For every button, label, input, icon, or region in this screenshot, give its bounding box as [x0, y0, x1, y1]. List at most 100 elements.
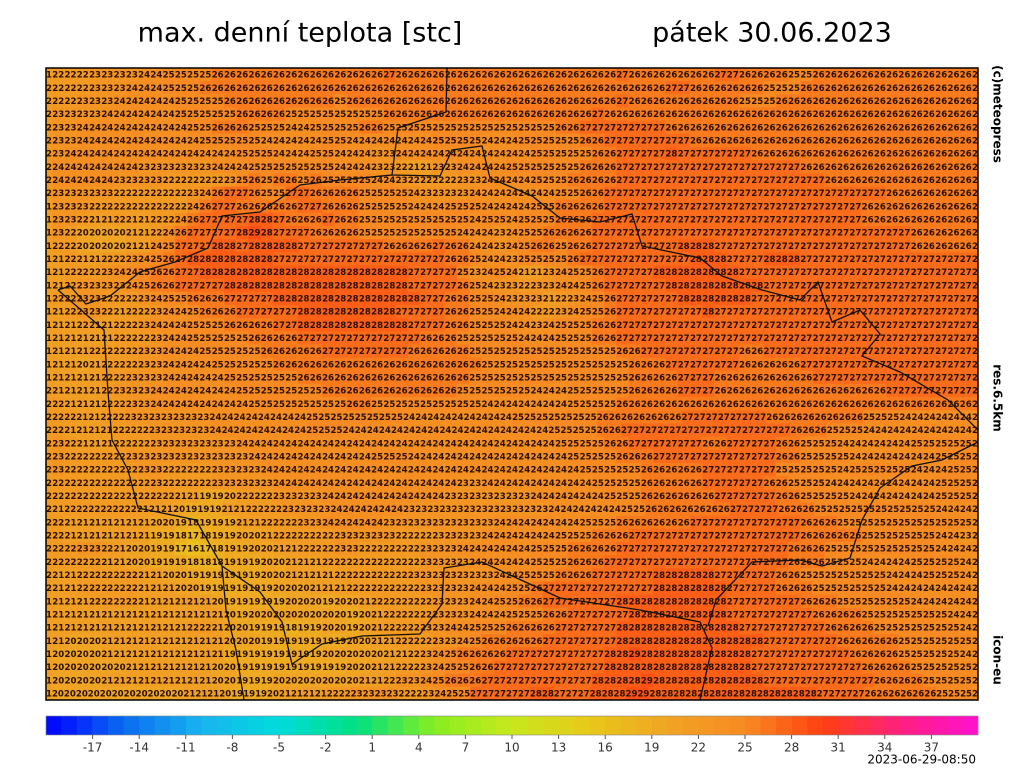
- cell-value: 25: [874, 466, 886, 476]
- cell-value: 25: [543, 255, 555, 265]
- cell-value: 26: [653, 97, 665, 107]
- cell-value: 27: [665, 84, 677, 94]
- cell-value: 24: [445, 479, 457, 489]
- cell-value: 26: [874, 202, 886, 212]
- cell-value: 26: [518, 84, 530, 94]
- cell-value: 22: [261, 492, 273, 502]
- cell-value: 23: [89, 308, 101, 318]
- cell-value: 25: [494, 360, 506, 370]
- cell-value: 27: [813, 321, 825, 331]
- cell-value: 28: [334, 294, 346, 304]
- cell-value: 26: [555, 202, 567, 212]
- cell-value: 26: [862, 84, 874, 94]
- cell-value: 26: [150, 281, 162, 291]
- cell-value: 24: [518, 176, 530, 186]
- cell-value: 26: [751, 84, 763, 94]
- cell-value: 27: [383, 347, 395, 357]
- cell-value: 23: [89, 281, 101, 291]
- heat-cell: [653, 81, 666, 95]
- heat-cell: [407, 68, 421, 82]
- cell-value: 26: [923, 97, 935, 107]
- cell-value: 24: [101, 176, 113, 186]
- cell-value: 27: [629, 321, 641, 331]
- cell-value: 25: [212, 97, 224, 107]
- cell-value: 26: [432, 387, 444, 397]
- cell-value: 23: [150, 360, 162, 370]
- cell-value: 26: [432, 97, 444, 107]
- cell-value: 26: [849, 110, 861, 120]
- cell-value: 26: [543, 242, 555, 252]
- cell-value: 26: [555, 229, 567, 239]
- cell-value: 23: [89, 110, 101, 120]
- cell-value: 24: [150, 387, 162, 397]
- cell-value: 26: [199, 84, 211, 94]
- cell-value: 24: [150, 294, 162, 304]
- cell-value: 24: [506, 176, 518, 186]
- cell-value: 25: [224, 347, 236, 357]
- cell-value: 22: [175, 189, 187, 199]
- cell-value: 24: [862, 439, 874, 449]
- cell-value: 22: [163, 466, 175, 476]
- cell-value: 26: [347, 189, 359, 199]
- cell-value: 26: [359, 97, 371, 107]
- cell-value: 24: [310, 479, 322, 489]
- cell-value: 27: [714, 347, 726, 357]
- cell-value: 24: [408, 479, 420, 489]
- cell-value: 24: [199, 150, 211, 160]
- cell-value: 27: [751, 294, 763, 304]
- cell-value: 26: [334, 202, 346, 212]
- cell-value: 26: [739, 400, 751, 410]
- cell-value: 26: [898, 110, 910, 120]
- cell-value: 24: [334, 492, 346, 502]
- cell-value: 20: [89, 242, 101, 252]
- cell-value: 26: [690, 400, 702, 410]
- heat-cell: [236, 81, 249, 95]
- cell-value: 28: [261, 268, 273, 278]
- cell-value: 26: [580, 97, 592, 107]
- cell-value: 26: [621, 413, 633, 423]
- cell-value: 24: [936, 426, 948, 436]
- cell-value: 27: [653, 308, 665, 318]
- cell-value: 24: [89, 136, 101, 146]
- cell-value: 26: [825, 110, 837, 120]
- heat-cell: [861, 81, 875, 95]
- cell-value: 27: [396, 334, 408, 344]
- cell-value: 24: [199, 189, 211, 199]
- cell-value: 20: [101, 242, 113, 252]
- cell-value: 26: [616, 347, 628, 357]
- cell-value: 24: [464, 426, 476, 436]
- cell-value: 28: [678, 294, 690, 304]
- cell-value: 27: [788, 229, 800, 239]
- cell-value: 25: [469, 202, 481, 212]
- cell-value: 26: [690, 123, 702, 133]
- cell-value: 25: [580, 321, 592, 331]
- cell-value: 26: [457, 360, 469, 370]
- cell-value: 23: [457, 479, 469, 489]
- cell-value: 26: [531, 242, 543, 252]
- cell-value: 26: [837, 176, 849, 186]
- cell-value: 27: [629, 308, 641, 318]
- cell-value: 24: [580, 294, 592, 304]
- cell-value: 26: [641, 373, 653, 383]
- cell-value: 27: [886, 281, 898, 291]
- cell-value: 24: [347, 150, 359, 160]
- cell-value: 27: [665, 321, 677, 331]
- cell-value: 27: [665, 439, 677, 449]
- cell-value: 27: [935, 387, 947, 397]
- cell-value: 26: [531, 84, 543, 94]
- cell-value: 24: [420, 466, 432, 476]
- cell-value: 27: [616, 150, 628, 160]
- cell-value: 26: [849, 71, 861, 81]
- cell-value: 24: [89, 150, 101, 160]
- cell-value: 24: [163, 150, 175, 160]
- cell-value: 24: [580, 479, 592, 489]
- cell-value: 25: [371, 110, 383, 120]
- cell-value: 26: [322, 71, 334, 81]
- cell-value: 24: [222, 426, 234, 436]
- cell-value: 28: [359, 294, 371, 304]
- cell-value: 26: [911, 202, 923, 212]
- cell-value: 24: [101, 123, 113, 133]
- cell-value: 27: [714, 163, 726, 173]
- cell-value: 24: [469, 466, 481, 476]
- cell-value: 27: [960, 360, 972, 370]
